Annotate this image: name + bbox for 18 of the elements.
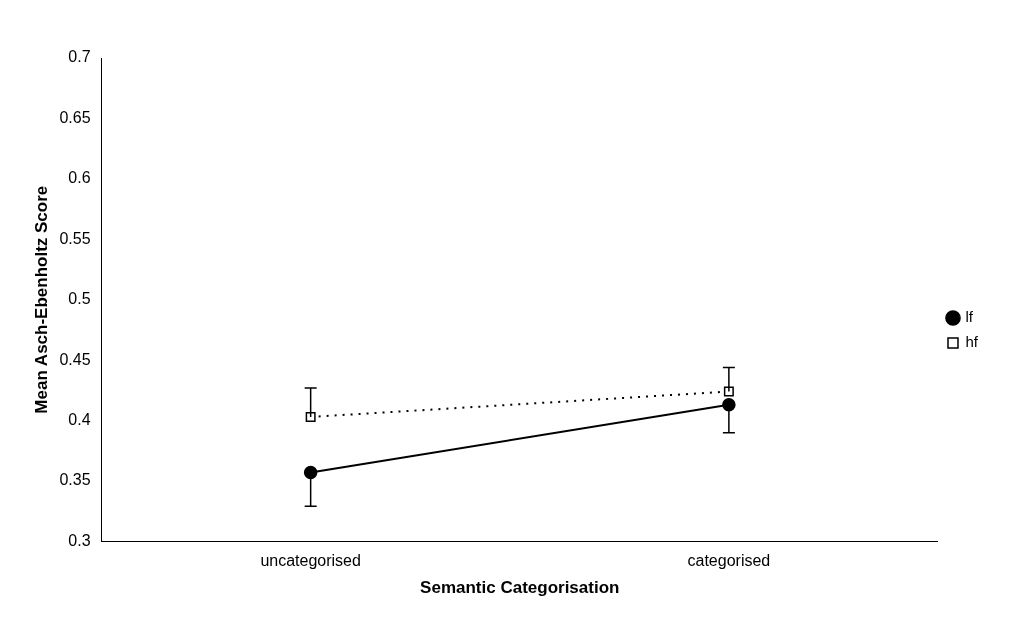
y-tick-label: 0.55 bbox=[59, 229, 91, 247]
y-tick-label: 0.4 bbox=[68, 410, 91, 428]
legend-label: hf bbox=[965, 333, 979, 351]
y-tick-label: 0.45 bbox=[59, 350, 91, 368]
point bbox=[722, 398, 736, 412]
legend-label: lf bbox=[965, 308, 974, 326]
point bbox=[303, 465, 318, 480]
y-tick-label: 0.6 bbox=[68, 169, 91, 187]
y-axis-title: Mean Asch-Ebenholtz Score bbox=[31, 185, 51, 414]
y-tick-label: 0.3 bbox=[68, 531, 91, 549]
y-tick-label: 0.35 bbox=[59, 471, 91, 489]
x-tick-label: uncategorised bbox=[260, 552, 361, 570]
y-tick-label: 0.7 bbox=[68, 48, 91, 66]
y-tick-label: 0.65 bbox=[59, 108, 91, 126]
y-tick-label: 0.5 bbox=[68, 290, 91, 308]
x-axis-title: Semantic Categorisation bbox=[420, 578, 620, 598]
x-tick-label: categorised bbox=[687, 552, 771, 570]
point bbox=[305, 411, 316, 422]
